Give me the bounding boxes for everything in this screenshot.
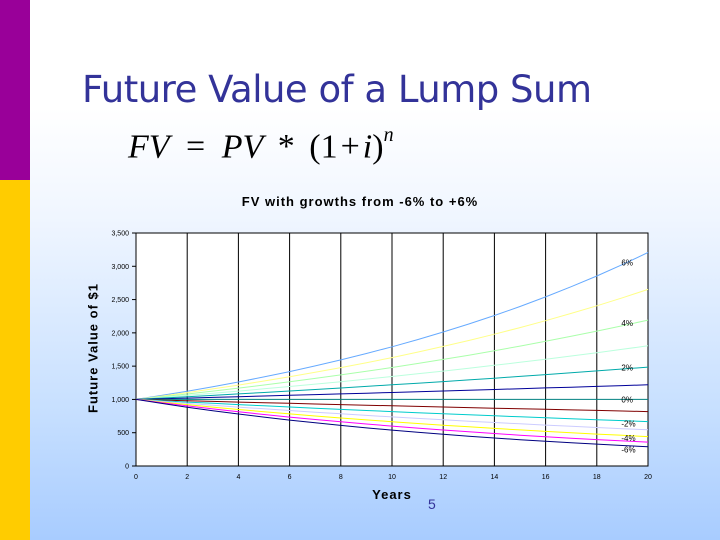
accent-bar-purple xyxy=(0,0,30,180)
y-tick-label: 1,000 xyxy=(111,397,129,404)
chart-title: FV with growths from -6% to +6% xyxy=(241,194,479,209)
series-rate-label: 4% xyxy=(621,319,633,328)
y-tick-label: 500 xyxy=(117,430,129,437)
series-line xyxy=(135,252,649,400)
slide-title: Future Value of a Lump Sum xyxy=(82,68,592,111)
series-rate-label: 0% xyxy=(621,395,633,404)
series-line xyxy=(135,319,649,400)
y-tick-label: 0 xyxy=(125,464,129,471)
series-line xyxy=(135,366,649,400)
plot-border xyxy=(135,232,649,467)
x-axis-title: Years xyxy=(372,487,412,502)
series-line xyxy=(135,398,649,431)
series-rate-label: 2% xyxy=(621,363,633,372)
formula-pv: PV xyxy=(221,128,264,166)
y-tick-label: 2,000 xyxy=(111,330,129,337)
series-line xyxy=(135,398,649,438)
y-tick-label: 1,500 xyxy=(111,364,129,371)
fv-formula: FV = PV * (1+i)n xyxy=(128,124,394,166)
x-tick-label: 8 xyxy=(339,474,343,481)
x-tick-label: 0 xyxy=(134,474,138,481)
series-rate-label: -2% xyxy=(621,419,635,428)
accent-bar-yellow xyxy=(0,180,30,540)
series-rate-label: -6% xyxy=(621,445,635,454)
x-tick-label: 6 xyxy=(288,474,292,481)
x-tick-label: 2 xyxy=(185,474,189,481)
series-rate-label: 6% xyxy=(621,258,633,267)
series-line xyxy=(135,345,649,400)
series-line xyxy=(135,398,649,448)
formula-fv: FV xyxy=(128,128,170,166)
x-tick-label: 18 xyxy=(593,474,601,481)
formula-exponent: n xyxy=(383,124,394,146)
series-line xyxy=(135,398,649,443)
formula-equals: = xyxy=(186,128,206,166)
y-tick-label: 2,500 xyxy=(111,297,129,304)
series-line xyxy=(135,398,649,423)
x-tick-label: 12 xyxy=(439,474,447,481)
y-tick-label: 3,000 xyxy=(111,264,129,271)
x-tick-label: 10 xyxy=(388,474,396,481)
x-tick-label: 16 xyxy=(542,474,550,481)
y-tick-label: 3,500 xyxy=(111,231,129,238)
x-tick-label: 14 xyxy=(491,474,499,481)
formula-close-paren: ) xyxy=(372,128,384,166)
page-number: 5 xyxy=(428,496,436,512)
x-tick-label: 20 xyxy=(644,474,652,481)
formula-multiply: * xyxy=(277,128,295,166)
formula-rate: i xyxy=(362,128,373,166)
series-rate-label: -4% xyxy=(621,434,635,443)
formula-open-paren: (1 xyxy=(309,128,338,166)
series-line xyxy=(135,384,649,400)
formula-plus: + xyxy=(340,128,360,166)
x-tick-label: 4 xyxy=(236,474,240,481)
series-line xyxy=(135,398,649,413)
series-line xyxy=(135,288,649,400)
